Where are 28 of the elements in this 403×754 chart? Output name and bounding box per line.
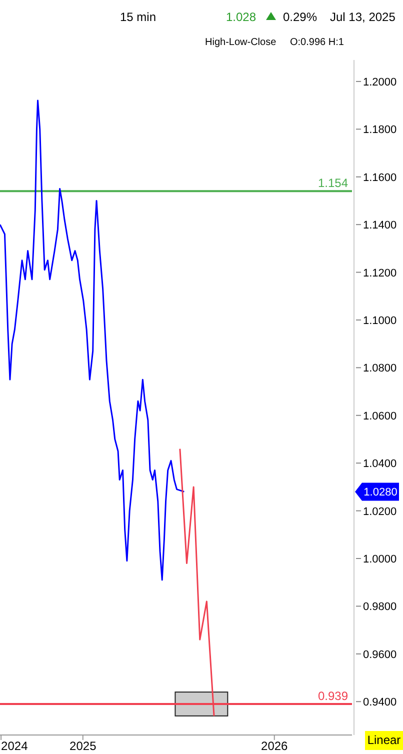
y-tick-label: 1.0200 xyxy=(363,506,397,518)
chart-subtitle: High-Low-Close xyxy=(205,37,277,48)
y-tick-label: 0.9800 xyxy=(363,601,397,614)
text: Linear xyxy=(367,733,401,747)
text: Jul 13, 2025 xyxy=(330,10,396,24)
y-tick-label: 1.1200 xyxy=(363,267,397,280)
text: O:0.996 H:1 xyxy=(290,37,344,48)
y-tick-label: 0.9400 xyxy=(363,696,397,709)
text: 1.0280 xyxy=(364,486,398,499)
y-tick-label: 1.1400 xyxy=(363,220,397,232)
y-tick-label: 1.1800 xyxy=(363,124,397,136)
y-tick-label: 0.9600 xyxy=(363,648,397,661)
line-series xyxy=(0,100,185,581)
text: 1.028 xyxy=(226,10,256,24)
y-tick-label: 1.0800 xyxy=(363,362,397,375)
chart-title: 15 min xyxy=(120,10,156,24)
y-tick-label: 1.0000 xyxy=(363,554,397,566)
y-tick-label: 1.1600 xyxy=(363,172,397,184)
x-tick-label: 2025 xyxy=(70,739,97,753)
y-tick-label: 1.0600 xyxy=(363,410,397,422)
y-tick-label: 1.1000 xyxy=(363,314,397,327)
ref-line-label: 0.939 xyxy=(318,688,348,703)
ref-line-label: 1.154 xyxy=(318,176,348,190)
x-tick-label: 2026 xyxy=(261,739,288,753)
y-tick-label: 1.0400 xyxy=(363,458,397,470)
y-tick-label: 1.2000 xyxy=(363,76,397,88)
text: 0.29% xyxy=(283,10,318,24)
x-tick-label: 2024 xyxy=(1,739,28,753)
